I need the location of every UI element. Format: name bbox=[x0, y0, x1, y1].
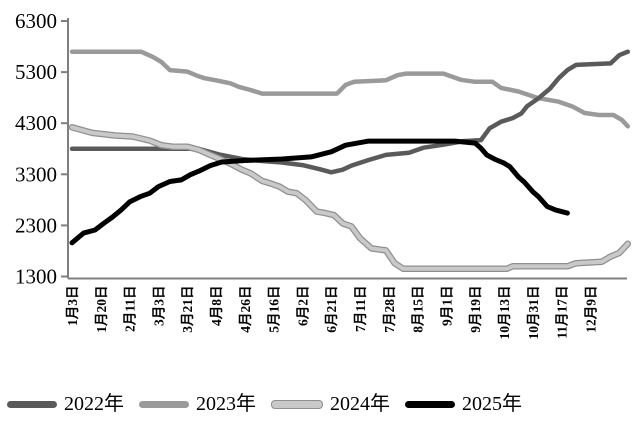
x-tick-label: 1月3日 bbox=[65, 286, 80, 327]
x-tick-label: 2月11日 bbox=[123, 286, 138, 333]
y-tick-label: 3300 bbox=[15, 162, 57, 186]
x-tick-label: 4月8日 bbox=[209, 286, 224, 327]
legend-label-2022: 2022年 bbox=[64, 393, 124, 415]
y-tick-label: 4300 bbox=[15, 111, 57, 135]
y-tick-label: 6300 bbox=[15, 9, 57, 33]
x-tick-label: 8月15日 bbox=[411, 286, 426, 333]
y-tick-label: 2300 bbox=[15, 213, 57, 237]
y-tick-label: 5300 bbox=[15, 60, 57, 84]
legend: 2022年 2023年 2024年 2025年 bbox=[7, 388, 637, 420]
x-tick-label: 11月17日 bbox=[555, 286, 570, 339]
x-tick-label: 9月1日 bbox=[439, 286, 454, 327]
series-line-2022年 bbox=[69, 49, 631, 175]
legend-item-2025[interactable]: 2025年 bbox=[405, 394, 522, 414]
legend-label-2025: 2025年 bbox=[462, 393, 522, 415]
y-tick-label: 1300 bbox=[15, 265, 57, 289]
x-tick-label: 10月13日 bbox=[497, 286, 512, 340]
x-tick-label: 10月31日 bbox=[526, 286, 541, 340]
legend-item-2023[interactable]: 2023年 bbox=[139, 394, 256, 414]
x-tick-label: 6月2日 bbox=[295, 286, 310, 327]
x-tick-label: 7月11日 bbox=[353, 286, 368, 333]
x-tick-label: 1月20日 bbox=[94, 286, 109, 333]
series-line-2025年 bbox=[69, 138, 570, 246]
x-tick-label: 9月19日 bbox=[468, 286, 483, 333]
legend-swatch-2022-icon bbox=[7, 400, 57, 408]
legend-item-2022[interactable]: 2022年 bbox=[7, 394, 124, 414]
x-tick-label: 5月16日 bbox=[267, 286, 282, 333]
legend-item-2024[interactable]: 2024年 bbox=[271, 394, 390, 414]
series-line-2024年 bbox=[70, 125, 630, 271]
legend-label-2023: 2023年 bbox=[196, 393, 256, 415]
x-tick-label: 3月3日 bbox=[151, 286, 166, 327]
legend-swatch-2023-icon bbox=[139, 400, 189, 408]
x-tick-label: 4月26日 bbox=[238, 286, 253, 333]
series-line-2023年 bbox=[69, 49, 631, 129]
legend-swatch-2024-icon bbox=[271, 399, 323, 409]
x-tick-label: 3月21日 bbox=[180, 286, 195, 333]
legend-label-2024: 2024年 bbox=[330, 393, 390, 415]
legend-swatch-2025-icon bbox=[405, 400, 455, 408]
x-tick-label: 12月9日 bbox=[583, 286, 598, 333]
x-tick-label: 6月21日 bbox=[324, 286, 339, 333]
x-tick-label: 7月28日 bbox=[382, 286, 397, 333]
